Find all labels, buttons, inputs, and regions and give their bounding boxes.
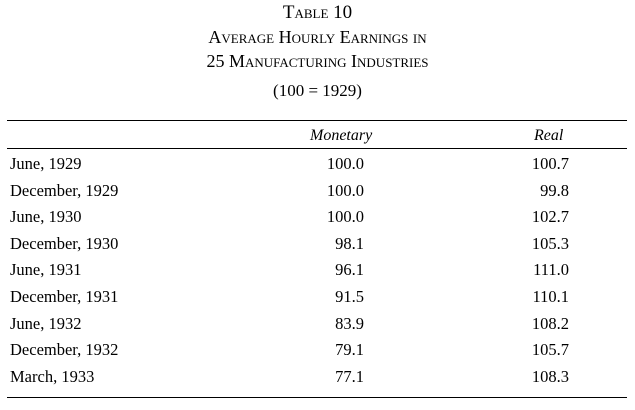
table-subtitle-line-1: Average Hourly Earnings in: [208, 27, 427, 47]
row-real-value: 108.2: [531, 313, 569, 333]
row-monetary-value: 100.0: [326, 154, 364, 173]
table-row: June, 1929 100.0 100.7: [0, 153, 635, 180]
row-date: December, 1931: [10, 286, 119, 306]
row-real-value: 99.8: [540, 180, 569, 200]
row-date: June, 1932: [10, 313, 82, 333]
table-top-rule: [7, 120, 627, 121]
row-monetary-value: 83.9: [335, 313, 364, 333]
row-real-value: 110.1: [532, 286, 569, 306]
row-date: June, 1929: [10, 154, 82, 173]
row-date: December, 1930: [10, 233, 119, 253]
table-row: June, 1931 96.1 111.0: [0, 259, 635, 286]
row-real-value: 111.0: [533, 260, 569, 280]
column-header-real: Real: [534, 127, 564, 144]
row-real-value: 105.7: [531, 340, 569, 360]
row-monetary-value: 96.1: [335, 260, 364, 280]
table-row: December, 1930 98.1 105.3: [0, 233, 635, 260]
row-monetary-value: 100.0: [326, 207, 364, 227]
row-date: June, 1930: [10, 207, 82, 227]
row-date: June, 1931: [10, 260, 82, 280]
row-real-value: 100.7: [531, 154, 569, 173]
row-monetary-value: 79.1: [335, 340, 364, 360]
row-date: December, 1929: [10, 180, 119, 200]
table-row: March, 1933 77.1 108.3: [0, 366, 635, 393]
table-header-rule: [7, 148, 627, 149]
row-date: March, 1933: [10, 366, 95, 386]
row-monetary-value: 91.5: [335, 286, 364, 306]
table-bottom-rule: [7, 397, 627, 398]
row-monetary-value: 77.1: [335, 366, 364, 386]
column-header-monetary: Monetary: [310, 127, 373, 144]
row-real-value: 108.3: [531, 366, 569, 386]
row-date: December, 1932: [10, 340, 119, 360]
row-monetary-value: 98.1: [335, 233, 364, 253]
table-subtitle-line-2: 25 Manufacturing Industries: [206, 51, 429, 71]
table-row: June, 1932 83.9 108.2: [0, 313, 635, 340]
base-year-note: (100 = 1929): [273, 81, 362, 100]
table-row: December, 1932 79.1 105.7: [0, 339, 635, 366]
table-row: June, 1930 100.0 102.7: [0, 206, 635, 233]
table-row: December, 1931 91.5 110.1: [0, 286, 635, 313]
row-real-value: 105.3: [531, 233, 569, 253]
table-body: June, 1929 100.0 100.7 December, 1929 10…: [0, 153, 635, 392]
row-real-value: 102.7: [531, 207, 569, 227]
row-monetary-value: 100.0: [326, 180, 364, 200]
table-row: December, 1929 100.0 99.8: [0, 180, 635, 207]
table-title: Table 10: [282, 2, 353, 23]
